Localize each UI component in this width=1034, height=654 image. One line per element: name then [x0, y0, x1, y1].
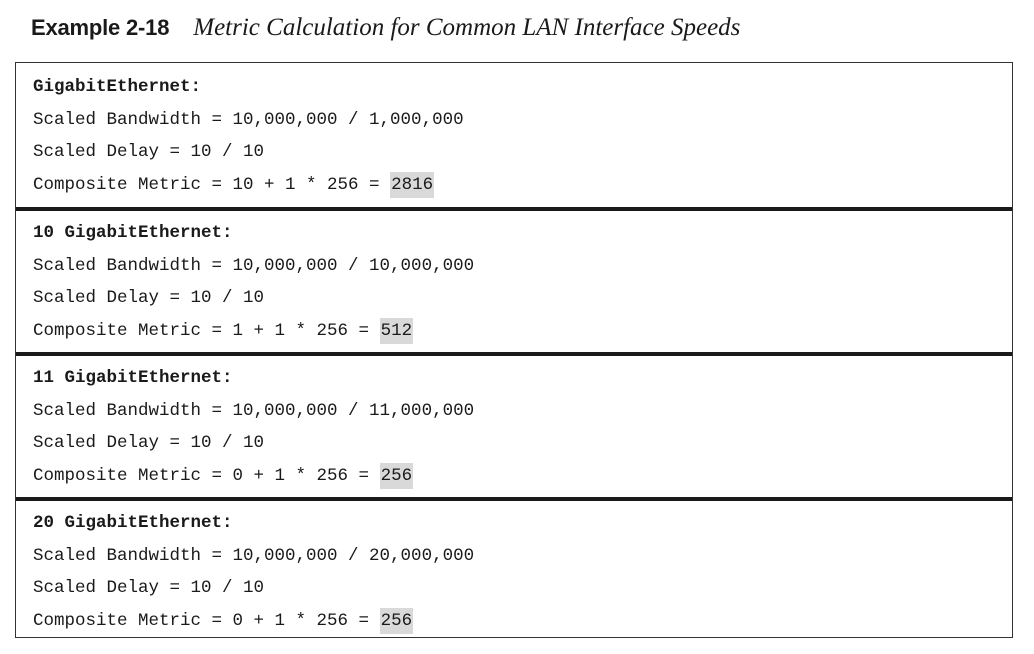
composite-metric-formula: Composite Metric = 10 + 1 * 256 =: [33, 174, 391, 195]
code-listing: GigabitEthernet: Scaled Bandwidth = 10,0…: [15, 62, 1013, 638]
interface-header: 10 GigabitEthernet:: [33, 223, 233, 243]
interface-header: 11 GigabitEthernet:: [33, 368, 233, 388]
scaled-delay-line: Scaled Delay = 10 / 10: [33, 288, 265, 308]
interface-header: 20 GigabitEthernet:: [33, 513, 233, 533]
scaled-bandwidth-line: Scaled Bandwidth = 10,000,000 / 10,000,0…: [33, 255, 475, 276]
composite-metric-formula: Composite Metric = 0 + 1 * 256 =: [33, 610, 380, 631]
composite-metric-formula: Composite Metric = 0 + 1 * 256 =: [33, 465, 380, 486]
composite-metric-line: Composite Metric = 10 + 1 * 256 = 2816: [33, 169, 1012, 202]
interface-header: GigabitEthernet:: [33, 77, 202, 97]
composite-metric-result: 512: [379, 317, 414, 344]
composite-metric-formula: Composite Metric = 1 + 1 * 256 =: [33, 320, 380, 341]
composite-metric-line: Composite Metric = 1 + 1 * 256 = 512: [33, 315, 1012, 348]
scaled-delay-line: Scaled Delay = 10 / 10: [33, 578, 265, 598]
composite-metric-result: 256: [379, 607, 414, 634]
example-title: Metric Calculation for Common LAN Interf…: [193, 14, 741, 41]
composite-metric-line: Composite Metric = 0 + 1 * 256 = 256: [33, 460, 1012, 493]
example-caption: Example 2-18 Metric Calculation for Comm…: [31, 14, 740, 46]
listing-block-11-gigabitethernet: 11 GigabitEthernet: Scaled Bandwidth = 1…: [16, 352, 1012, 499]
scaled-bandwidth-line: Scaled Bandwidth = 10,000,000 / 1,000,00…: [33, 109, 464, 130]
composite-metric-result: 256: [379, 462, 414, 489]
listing-block-20-gigabitethernet: 20 GigabitEthernet: Scaled Bandwidth = 1…: [16, 497, 1012, 639]
scaled-delay-line: Scaled Delay = 10 / 10: [33, 142, 265, 162]
listing-block-10-gigabitethernet: 10 GigabitEthernet: Scaled Bandwidth = 1…: [16, 207, 1012, 354]
scaled-bandwidth-line: Scaled Bandwidth = 10,000,000 / 11,000,0…: [33, 400, 475, 421]
composite-metric-line: Composite Metric = 0 + 1 * 256 = 256: [33, 605, 1012, 638]
scaled-bandwidth-line: Scaled Bandwidth = 10,000,000 / 20,000,0…: [33, 545, 475, 566]
listing-block-gigabitethernet: GigabitEthernet: Scaled Bandwidth = 10,0…: [16, 63, 1012, 209]
scaled-delay-line: Scaled Delay = 10 / 10: [33, 433, 265, 453]
example-number: Example 2-18: [31, 15, 170, 40]
composite-metric-result: 2816: [390, 171, 435, 198]
